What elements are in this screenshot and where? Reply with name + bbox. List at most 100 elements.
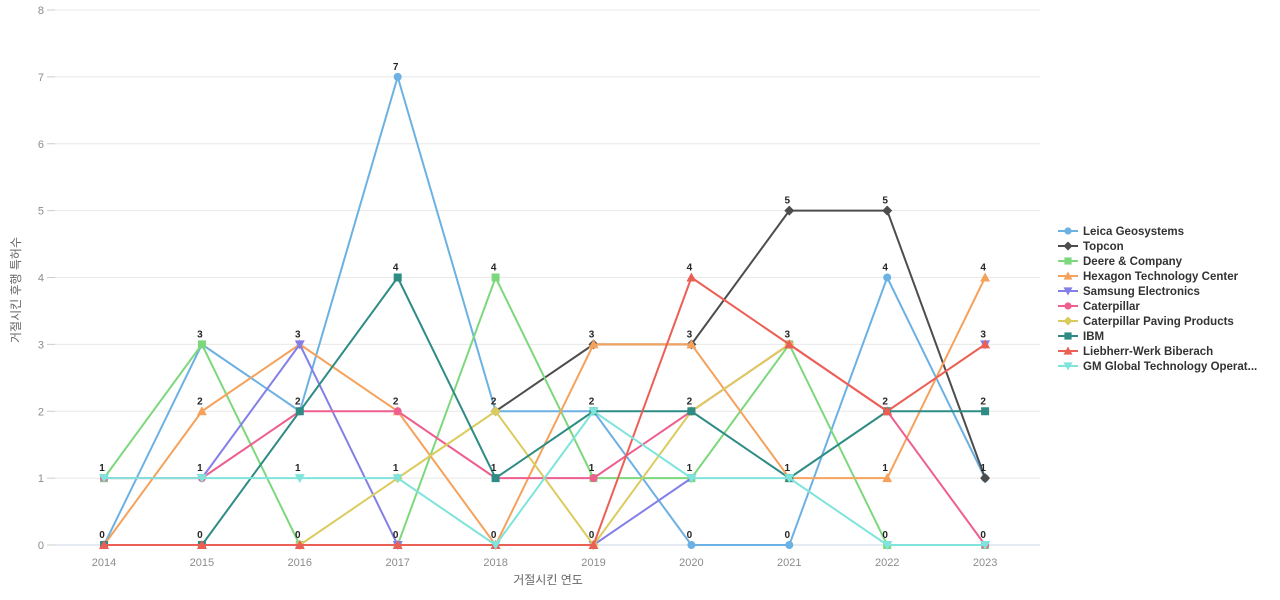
data-point-leica-geosystems-2017[interactable] <box>393 72 402 81</box>
x-axis: 2014 2015 2016 2017 2018 2019 2020 2021 2022 2023 <box>92 557 998 569</box>
legend-label: Samsung Electronics <box>1083 286 1200 298</box>
legend-marker-caterpillar[interactable] <box>1064 302 1072 310</box>
data-point-samsung-electronics-2016[interactable] <box>294 340 305 350</box>
legend-item-caterpillar-paving-products[interactable]: Caterpillar Paving Products <box>1058 316 1234 328</box>
legend-item-liebherr-werk-biberach[interactable]: Liebherr-Werk Biberach <box>1058 346 1213 358</box>
grid <box>55 9 1040 546</box>
data-point-caterpillar-2017[interactable] <box>393 407 402 416</box>
data-point-caterpillar-paving-products-2018[interactable] <box>490 406 501 417</box>
series-line-liebherr-werk-biberach <box>103 276 987 546</box>
value-label: 1 <box>197 463 203 474</box>
data-point-topcon-2023[interactable] <box>980 473 991 484</box>
data-point-topcon-2021[interactable] <box>784 205 795 216</box>
data-point-leica-geosystems-2020[interactable] <box>687 541 696 549</box>
value-label: 2 <box>393 396 399 407</box>
data-point-gm-global-technology-operat-2016[interactable] <box>294 474 305 484</box>
legend-label: Deere & Company <box>1083 256 1183 268</box>
data-point-liebherr-werk-biberach-2022[interactable] <box>882 406 893 416</box>
value-label: 0 <box>197 530 203 541</box>
legend-marker-liebherr-werk-biberach[interactable] <box>1063 346 1073 355</box>
data-point-hexagon-technology-center-2015[interactable] <box>196 406 207 416</box>
value-label: 0 <box>393 530 399 541</box>
data-point-liebherr-werk-biberach-2020[interactable] <box>686 272 697 282</box>
data-point-gm-global-technology-operat-2017[interactable] <box>392 474 403 484</box>
data-point-ibm-2023[interactable] <box>981 407 990 416</box>
data-point-ibm-2016[interactable] <box>295 407 304 416</box>
data-point-deere-company-2015[interactable] <box>197 340 206 349</box>
value-label: 5 <box>785 196 791 207</box>
data-point-hexagon-technology-center-2022[interactable] <box>882 473 893 483</box>
data-point-gm-global-technology-operat-2022[interactable] <box>882 541 893 550</box>
data-point-deere-company-2018[interactable] <box>491 273 500 282</box>
data-point-gm-global-technology-operat-2021[interactable] <box>784 474 795 484</box>
data-point-leica-geosystems-2021[interactable] <box>785 541 794 549</box>
value-label: 1 <box>393 463 399 474</box>
value-label: 4 <box>882 263 888 274</box>
value-label: 1 <box>882 463 888 474</box>
x-tick-label: 2014 <box>92 557 116 569</box>
y-tick-label: 6 <box>38 139 44 151</box>
legend-marker-leica-geosystems[interactable] <box>1064 227 1072 235</box>
legend-marker-hexagon-technology-center[interactable] <box>1063 271 1073 280</box>
data-point-gm-global-technology-operat-2020[interactable] <box>686 474 697 484</box>
data-point-liebherr-werk-biberach-2017[interactable] <box>392 540 403 549</box>
data-point-gm-global-technology-operat-2023[interactable] <box>980 541 991 550</box>
data-point-gm-global-technology-operat-2018[interactable] <box>490 541 501 550</box>
value-label: 0 <box>785 530 791 541</box>
data-point-gm-global-technology-operat-2015[interactable] <box>196 474 207 484</box>
legend-item-hexagon-technology-center[interactable]: Hexagon Technology Center <box>1058 271 1239 283</box>
data-point-ibm-2020[interactable] <box>687 407 696 416</box>
legend-marker-samsung-electronics[interactable] <box>1063 287 1073 296</box>
value-label: 2 <box>295 396 301 407</box>
series-liebherr-werk-biberach <box>99 272 991 549</box>
value-label: 5 <box>882 196 888 207</box>
legend-label: GM Global Technology Operat... <box>1083 361 1257 373</box>
value-label: 2 <box>197 396 203 407</box>
legend-item-caterpillar[interactable]: Caterpillar <box>1058 301 1140 313</box>
legend-item-topcon[interactable]: Topcon <box>1058 241 1124 253</box>
y-tick-label: 5 <box>38 206 44 218</box>
data-point-liebherr-werk-biberach-2021[interactable] <box>784 339 795 349</box>
data-point-leica-geosystems-2022[interactable] <box>883 273 892 282</box>
legend-item-deere-company[interactable]: Deere & Company <box>1058 256 1183 268</box>
value-label: 1 <box>295 463 301 474</box>
data-point-liebherr-werk-biberach-2019[interactable] <box>588 540 599 549</box>
data-point-liebherr-werk-biberach-2016[interactable] <box>294 540 305 549</box>
value-label: 3 <box>197 329 203 340</box>
data-point-liebherr-werk-biberach-2014[interactable] <box>99 540 109 549</box>
data-point-ibm-2018[interactable] <box>491 474 500 483</box>
x-tick-label: 2015 <box>190 557 214 569</box>
legend-marker-caterpillar-paving-products[interactable] <box>1063 316 1073 326</box>
data-point-hexagon-technology-center-2019[interactable] <box>588 339 599 349</box>
legend-item-ibm[interactable]: IBM <box>1058 331 1104 343</box>
data-point-gm-global-technology-operat-2019[interactable] <box>588 407 599 417</box>
legend-item-leica-geosystems[interactable]: Leica Geosystems <box>1058 226 1184 238</box>
value-label: 0 <box>589 530 595 541</box>
legend-marker-ibm[interactable] <box>1064 332 1072 340</box>
value-label: 1 <box>687 463 693 474</box>
y-tick-label: 4 <box>38 273 44 285</box>
legend-marker-topcon[interactable] <box>1063 241 1073 251</box>
data-point-liebherr-werk-biberach-2015[interactable] <box>196 540 207 549</box>
value-label: 4 <box>980 263 986 274</box>
data-point-caterpillar-2019[interactable] <box>589 474 598 483</box>
legend-item-gm-global-technology-operat[interactable]: GM Global Technology Operat... <box>1058 361 1257 373</box>
data-point-hexagon-technology-center-2023[interactable] <box>980 272 991 282</box>
data-point-liebherr-werk-biberach-2023[interactable] <box>980 339 991 349</box>
y-axis-title: 거절시킨 후행 특허수 <box>8 237 23 343</box>
value-label: 1 <box>99 463 105 474</box>
x-axis-title: 거절시킨 연도 <box>513 573 583 587</box>
legend-marker-gm-global-technology-operat[interactable] <box>1063 362 1073 371</box>
data-point-topcon-2022[interactable] <box>882 205 893 216</box>
data-point-gm-global-technology-operat-2014[interactable] <box>99 474 109 484</box>
y-tick-label: 7 <box>38 72 44 84</box>
legend-item-samsung-electronics[interactable]: Samsung Electronics <box>1058 286 1200 298</box>
value-label: 2 <box>589 396 595 407</box>
data-point-ibm-2017[interactable] <box>393 273 402 282</box>
y-tick-label: 1 <box>38 473 44 485</box>
legend-marker-deere-company[interactable] <box>1064 257 1072 265</box>
value-label: 0 <box>99 530 105 541</box>
data-point-hexagon-technology-center-2020[interactable] <box>686 339 697 349</box>
value-label: 0 <box>295 530 301 541</box>
